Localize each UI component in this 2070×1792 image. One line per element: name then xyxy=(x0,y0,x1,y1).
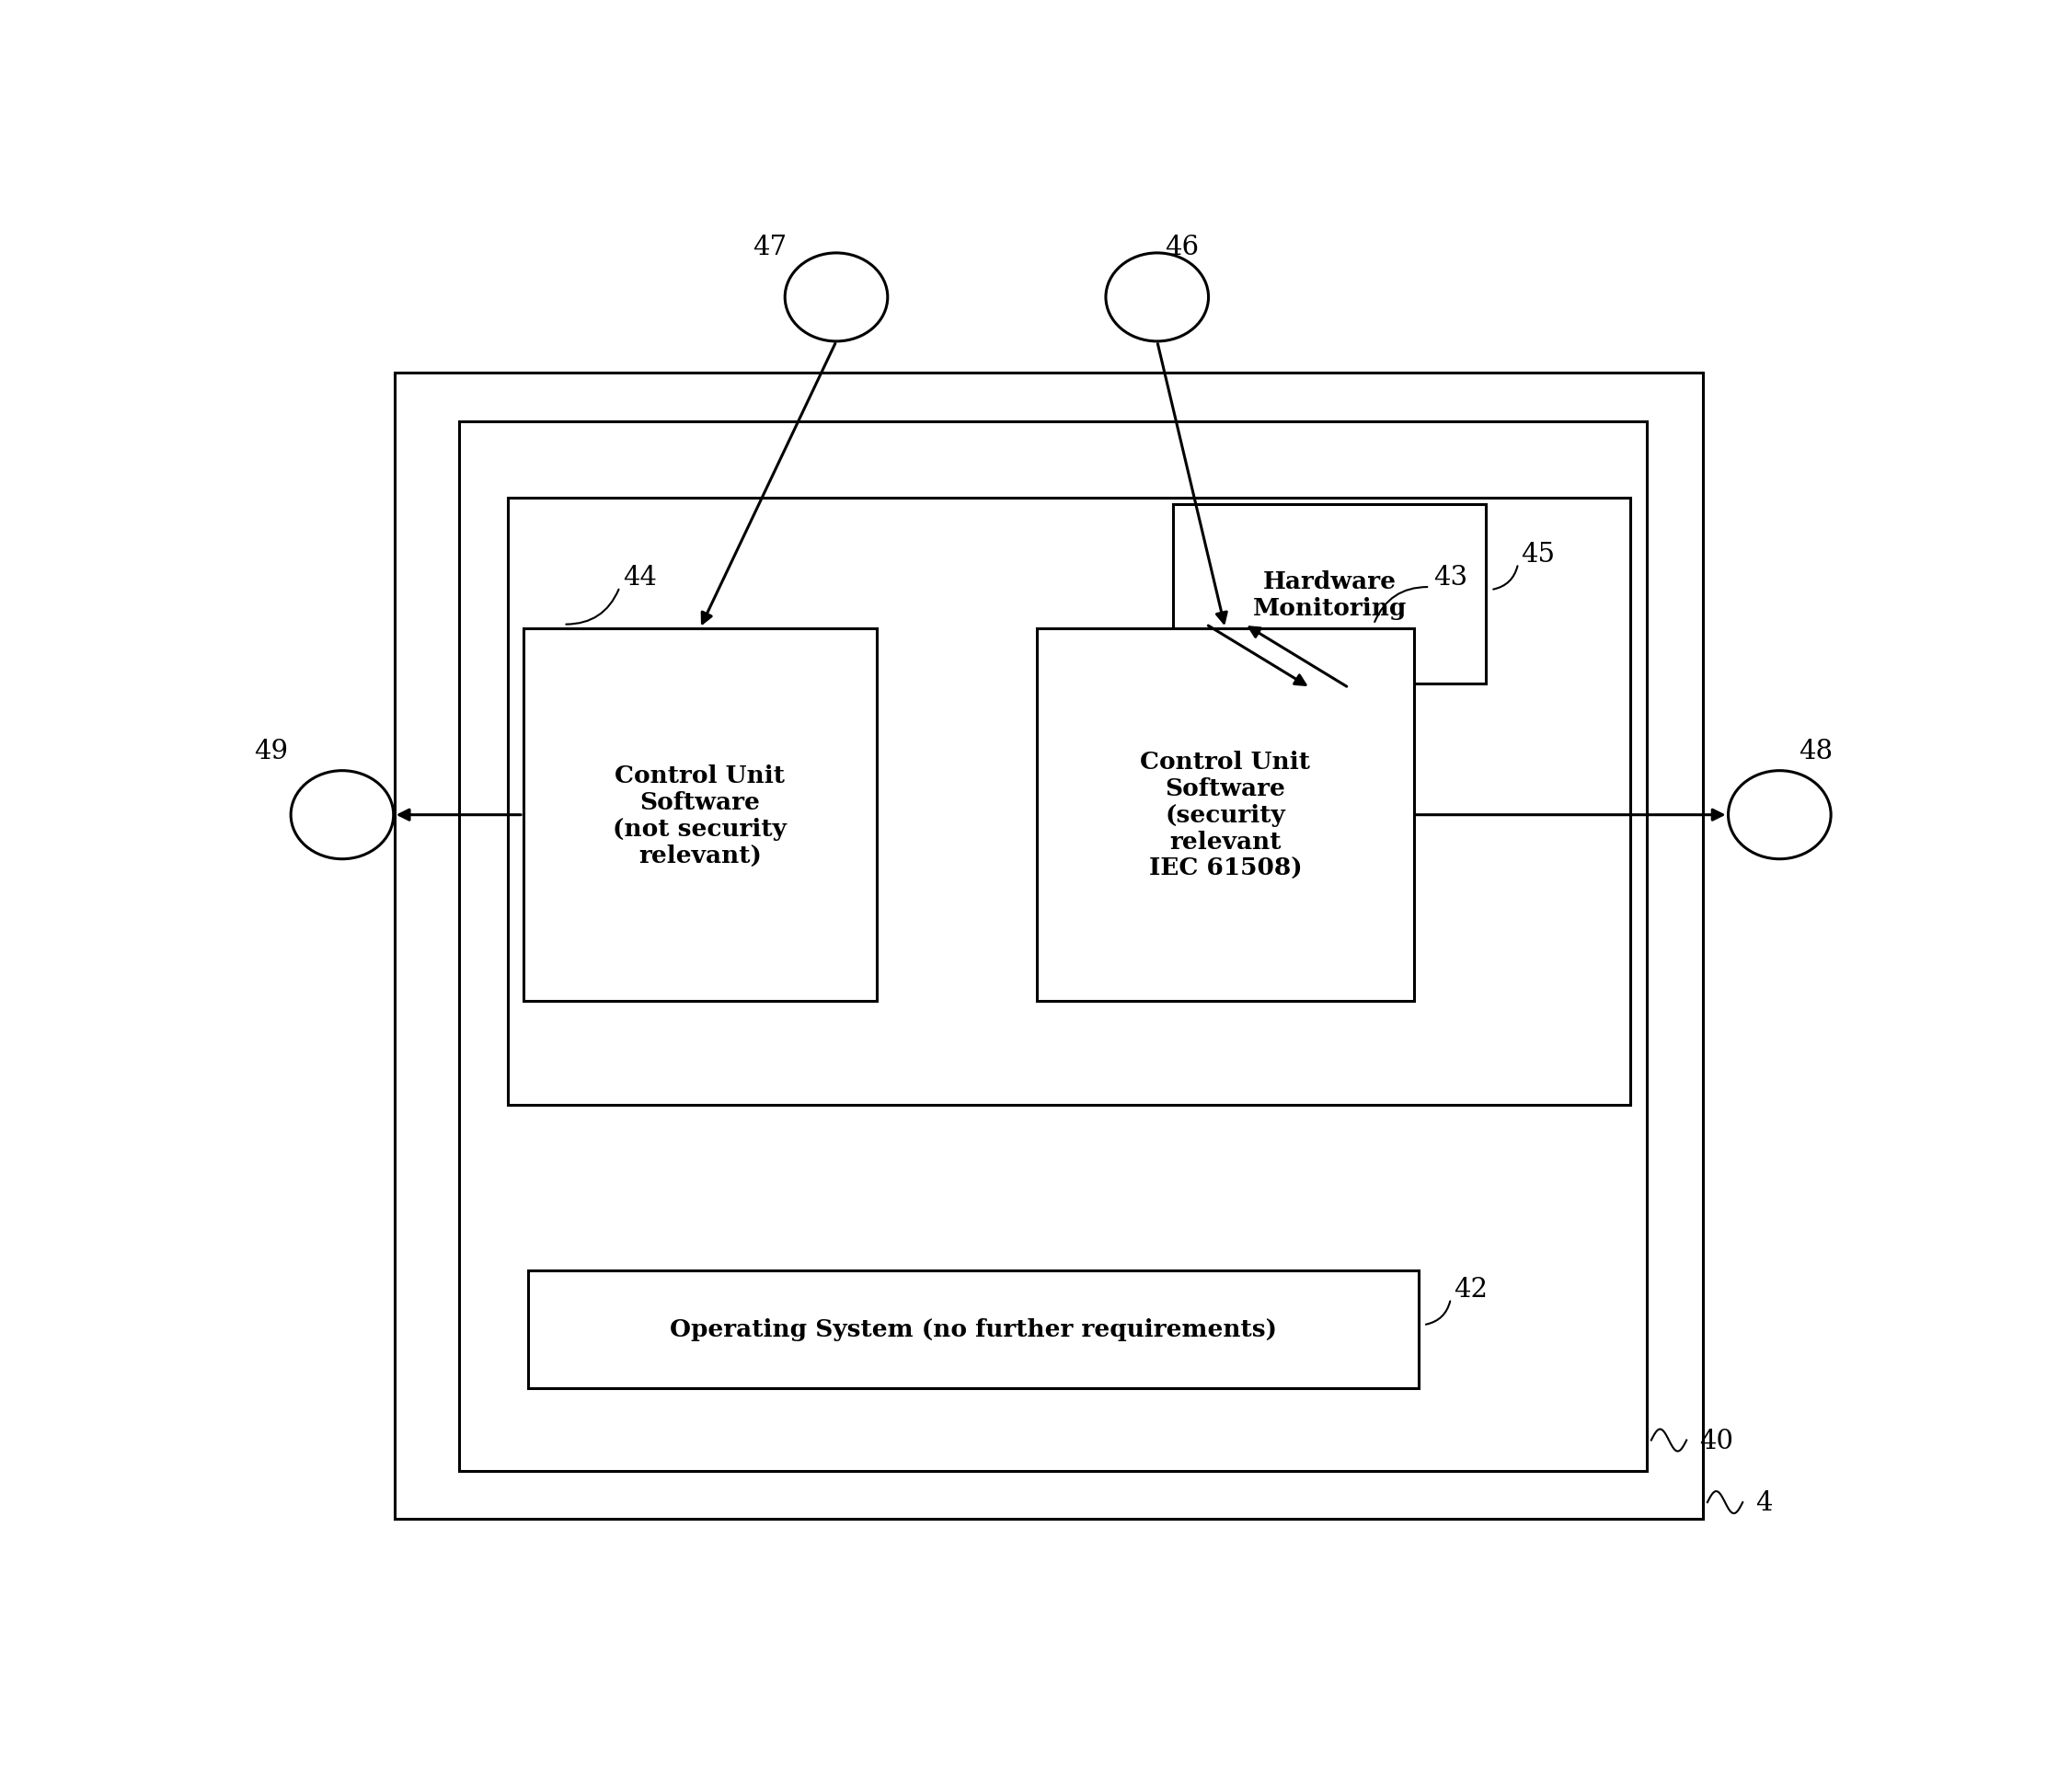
Text: 40: 40 xyxy=(1699,1428,1733,1453)
Bar xyxy=(460,421,1646,1471)
Bar xyxy=(1037,629,1414,1002)
Text: Control Unit
Software
(not security
relevant): Control Unit Software (not security rele… xyxy=(613,763,787,867)
Text: 46: 46 xyxy=(1165,235,1199,260)
Text: 48: 48 xyxy=(1799,738,1834,763)
Text: 47: 47 xyxy=(753,235,787,260)
Bar xyxy=(528,1271,1418,1387)
Bar xyxy=(1174,505,1486,685)
Bar xyxy=(395,375,1702,1520)
Bar xyxy=(507,498,1631,1106)
Text: Operating System (no further requirements): Operating System (no further requirement… xyxy=(671,1317,1277,1340)
Text: 49: 49 xyxy=(255,738,288,763)
Text: Hardware
Monitoring: Hardware Monitoring xyxy=(1252,570,1408,620)
Text: 43: 43 xyxy=(1432,564,1468,590)
Text: Control Unit
Software
(security
relevant
IEC 61508): Control Unit Software (security relevant… xyxy=(1141,751,1310,880)
Text: 42: 42 xyxy=(1453,1276,1488,1301)
Bar xyxy=(524,629,876,1002)
Text: 4: 4 xyxy=(1755,1489,1772,1516)
Text: 45: 45 xyxy=(1521,541,1555,566)
Text: 44: 44 xyxy=(623,564,656,590)
